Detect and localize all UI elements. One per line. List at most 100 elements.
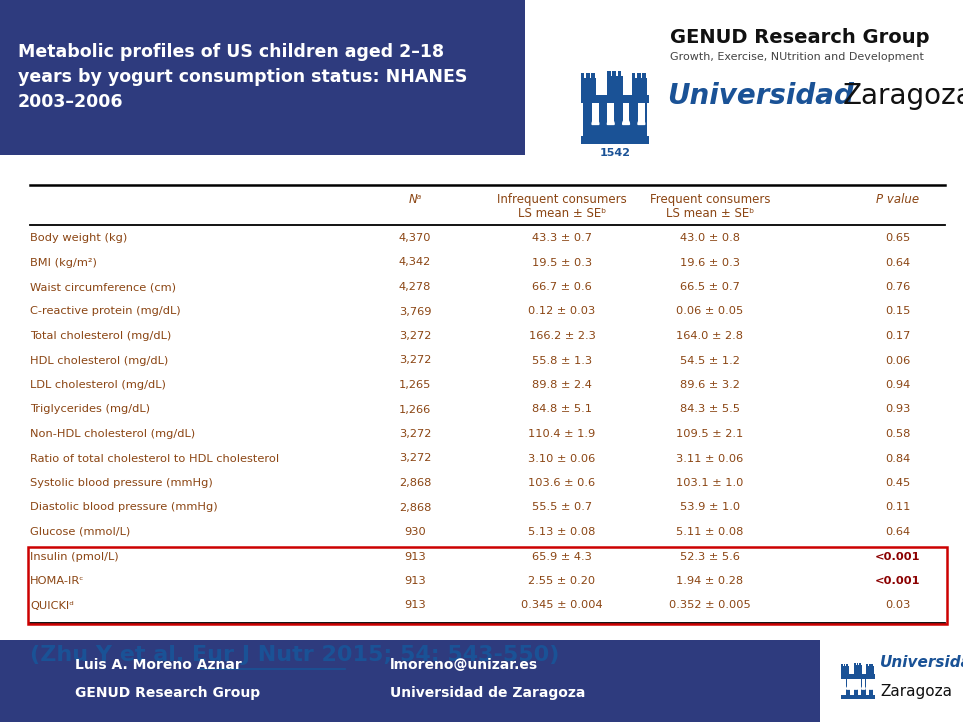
Text: Waist circumference (cm): Waist circumference (cm)	[30, 282, 176, 292]
Text: 103.1 ± 1.0: 103.1 ± 1.0	[676, 478, 743, 488]
Bar	[846, 679, 850, 689]
Text: C-reactive protein (mg/dL): C-reactive protein (mg/dL)	[30, 307, 181, 316]
Text: lmoreno@unizar.es: lmoreno@unizar.es	[390, 658, 538, 672]
Text: 0.06 ± 0.05: 0.06 ± 0.05	[676, 307, 743, 316]
Text: LS mean ± SEᵇ: LS mean ± SEᵇ	[665, 207, 754, 220]
Bar	[608, 76, 623, 97]
Text: (Zhu Y et al. Eur J Nutr 2015; 54: 543-550): (Zhu Y et al. Eur J Nutr 2015; 54: 543-5…	[30, 645, 560, 665]
Text: 913: 913	[404, 552, 426, 562]
Text: Universidad: Universidad	[667, 82, 854, 110]
Text: Universidad: Universidad	[880, 655, 963, 670]
Bar	[861, 678, 866, 695]
Bar	[607, 102, 615, 137]
Text: 109.5 ± 2.1: 109.5 ± 2.1	[676, 429, 743, 439]
Bar	[0, 0, 525, 155]
Text: 52.3 ± 5.6: 52.3 ± 5.6	[680, 552, 740, 562]
Text: 0.64: 0.64	[885, 527, 911, 537]
Bar	[608, 103, 614, 124]
Polygon shape	[854, 687, 858, 689]
Bar	[28, 547, 947, 624]
Text: QUICKIᵈ: QUICKIᵈ	[30, 601, 74, 611]
Text: 4,370: 4,370	[399, 233, 431, 243]
Text: Total cholesterol (mg/dL): Total cholesterol (mg/dL)	[30, 331, 171, 341]
Text: 913: 913	[404, 601, 426, 611]
Bar	[632, 73, 636, 79]
Text: Luis A. Moreno Aznar: Luis A. Moreno Aznar	[75, 658, 242, 672]
Bar	[872, 664, 873, 666]
Bar	[638, 103, 645, 124]
Text: Zaragoza: Zaragoza	[843, 82, 963, 110]
Text: Body weight (kg): Body weight (kg)	[30, 233, 127, 243]
Bar	[854, 678, 858, 695]
Text: 2,868: 2,868	[399, 503, 431, 513]
Text: Ratio of total cholesterol to HDL cholesterol: Ratio of total cholesterol to HDL choles…	[30, 453, 279, 464]
Text: 89.6 ± 3.2: 89.6 ± 3.2	[680, 380, 740, 390]
Text: 84.8 ± 5.1: 84.8 ± 5.1	[532, 404, 592, 414]
Text: Nᵃ: Nᵃ	[408, 193, 422, 206]
Bar	[623, 103, 630, 124]
Polygon shape	[846, 687, 850, 689]
Text: Insulin (pmol/L): Insulin (pmol/L)	[30, 552, 118, 562]
Bar	[869, 664, 871, 666]
Polygon shape	[623, 119, 630, 124]
Text: 0.65: 0.65	[885, 233, 911, 243]
Text: GENUD Research Group: GENUD Research Group	[670, 28, 929, 47]
Polygon shape	[592, 119, 599, 124]
Text: 2,868: 2,868	[399, 478, 431, 488]
Text: P value: P value	[876, 193, 920, 206]
Bar	[857, 663, 858, 666]
Bar	[617, 71, 621, 77]
Text: 19.5 ± 0.3: 19.5 ± 0.3	[532, 258, 592, 267]
Text: Zaragoza: Zaragoza	[880, 684, 952, 699]
Text: LDL cholesterol (mg/dL): LDL cholesterol (mg/dL)	[30, 380, 166, 390]
Text: BMI (kg/m²): BMI (kg/m²)	[30, 258, 97, 267]
Text: 65.9 ± 4.3: 65.9 ± 4.3	[533, 552, 592, 562]
Bar	[842, 664, 843, 666]
Text: 0.84: 0.84	[885, 453, 911, 464]
Text: 0.17: 0.17	[885, 331, 911, 341]
Text: 5.13 ± 0.08: 5.13 ± 0.08	[529, 527, 596, 537]
Bar	[583, 102, 647, 137]
Text: 3.10 ± 0.06: 3.10 ± 0.06	[529, 453, 596, 464]
Text: 0.64: 0.64	[885, 258, 911, 267]
Text: 0.06: 0.06	[885, 355, 911, 365]
Text: 0.15: 0.15	[885, 307, 911, 316]
Text: LS mean ± SEᵇ: LS mean ± SEᵇ	[518, 207, 606, 220]
Text: 54.5 ± 1.2: 54.5 ± 1.2	[680, 355, 740, 365]
Bar	[842, 678, 874, 695]
Text: <0.001: <0.001	[875, 576, 921, 586]
Text: <0.001: <0.001	[875, 552, 921, 562]
Text: 4,342: 4,342	[399, 258, 431, 267]
Text: 0.93: 0.93	[885, 404, 911, 414]
Bar	[820, 640, 963, 722]
Text: 930: 930	[404, 527, 426, 537]
Bar	[870, 679, 872, 689]
Text: Growth, Exercise, NUtrition and Development: Growth, Exercise, NUtrition and Developm…	[670, 52, 924, 62]
Text: Infrequent consumers: Infrequent consumers	[497, 193, 627, 206]
Text: 166.2 ± 2.3: 166.2 ± 2.3	[529, 331, 595, 341]
Bar	[581, 95, 649, 103]
Bar	[0, 640, 820, 722]
Text: Triglycerides (mg/dL): Triglycerides (mg/dL)	[30, 404, 150, 414]
Text: 84.3 ± 5.5: 84.3 ± 5.5	[680, 404, 740, 414]
Text: 2.55 ± 0.20: 2.55 ± 0.20	[529, 576, 595, 586]
Bar	[862, 679, 865, 689]
Bar	[869, 678, 873, 695]
Text: 3,272: 3,272	[399, 331, 431, 341]
Text: 66.7 ± 0.6: 66.7 ± 0.6	[533, 282, 592, 292]
Bar	[846, 664, 847, 666]
Bar	[867, 666, 874, 675]
Bar	[612, 71, 616, 77]
Bar	[638, 73, 640, 79]
Bar	[638, 102, 645, 137]
Text: 55.8 ± 1.3: 55.8 ± 1.3	[532, 355, 592, 365]
Text: 913: 913	[404, 576, 426, 586]
Text: Systolic blood pressure (mmHg): Systolic blood pressure (mmHg)	[30, 478, 213, 488]
Bar	[581, 73, 585, 79]
Bar	[592, 103, 599, 124]
Text: GENUD Research Group: GENUD Research Group	[75, 686, 260, 700]
Text: 1,265: 1,265	[399, 380, 431, 390]
Text: Universidad de Zaragoza: Universidad de Zaragoza	[390, 686, 586, 700]
Text: 3,769: 3,769	[399, 307, 431, 316]
Text: 3.11 ± 0.06: 3.11 ± 0.06	[676, 453, 743, 464]
